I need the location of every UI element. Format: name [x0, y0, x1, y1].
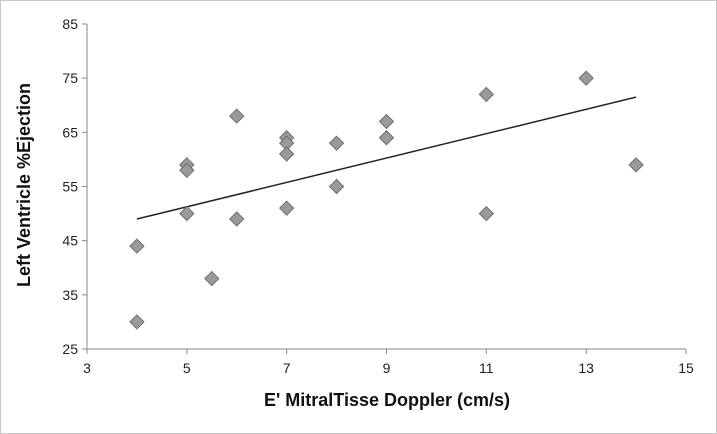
- data-point: [478, 86, 495, 103]
- x-axis-title: E' MitralTisse Doppler (cm/s): [264, 390, 510, 410]
- trendline-group: [136, 96, 637, 220]
- data-point: [278, 146, 295, 162]
- y-tick-label: 75: [62, 70, 78, 86]
- data-points: [129, 70, 644, 330]
- x-tick-label: 5: [183, 360, 191, 376]
- x-tick-label: 3: [83, 360, 91, 376]
- data-point: [129, 238, 145, 254]
- x-tick-label: 9: [383, 360, 391, 376]
- y-tick-label: 25: [62, 341, 78, 357]
- y-tick-label: 45: [62, 233, 78, 249]
- trendline: [136, 96, 637, 220]
- data-point: [179, 162, 195, 178]
- data-point: [204, 270, 220, 287]
- x-tick-label: 7: [283, 360, 291, 376]
- data-point: [378, 113, 395, 130]
- data-point: [229, 211, 245, 227]
- data-point: [179, 205, 195, 222]
- data-point: [229, 108, 245, 124]
- data-point: [328, 135, 345, 151]
- data-point: [478, 205, 495, 222]
- y-tick-label: 85: [62, 16, 78, 32]
- x-tick-label: 13: [578, 360, 594, 376]
- data-point: [129, 314, 145, 330]
- y-tick-label: 55: [62, 179, 78, 195]
- y-axis-title: Left Ventricle %Ejection: [14, 83, 34, 287]
- data-point: [328, 178, 345, 195]
- y-tick-label: 65: [62, 124, 78, 140]
- data-point: [378, 130, 395, 146]
- x-tick-label: 15: [678, 360, 694, 376]
- x-tick-label: 11: [479, 360, 494, 376]
- data-point: [278, 200, 295, 216]
- y-tick-label: 35: [62, 287, 78, 303]
- data-point: [628, 157, 644, 173]
- data-point: [578, 70, 594, 86]
